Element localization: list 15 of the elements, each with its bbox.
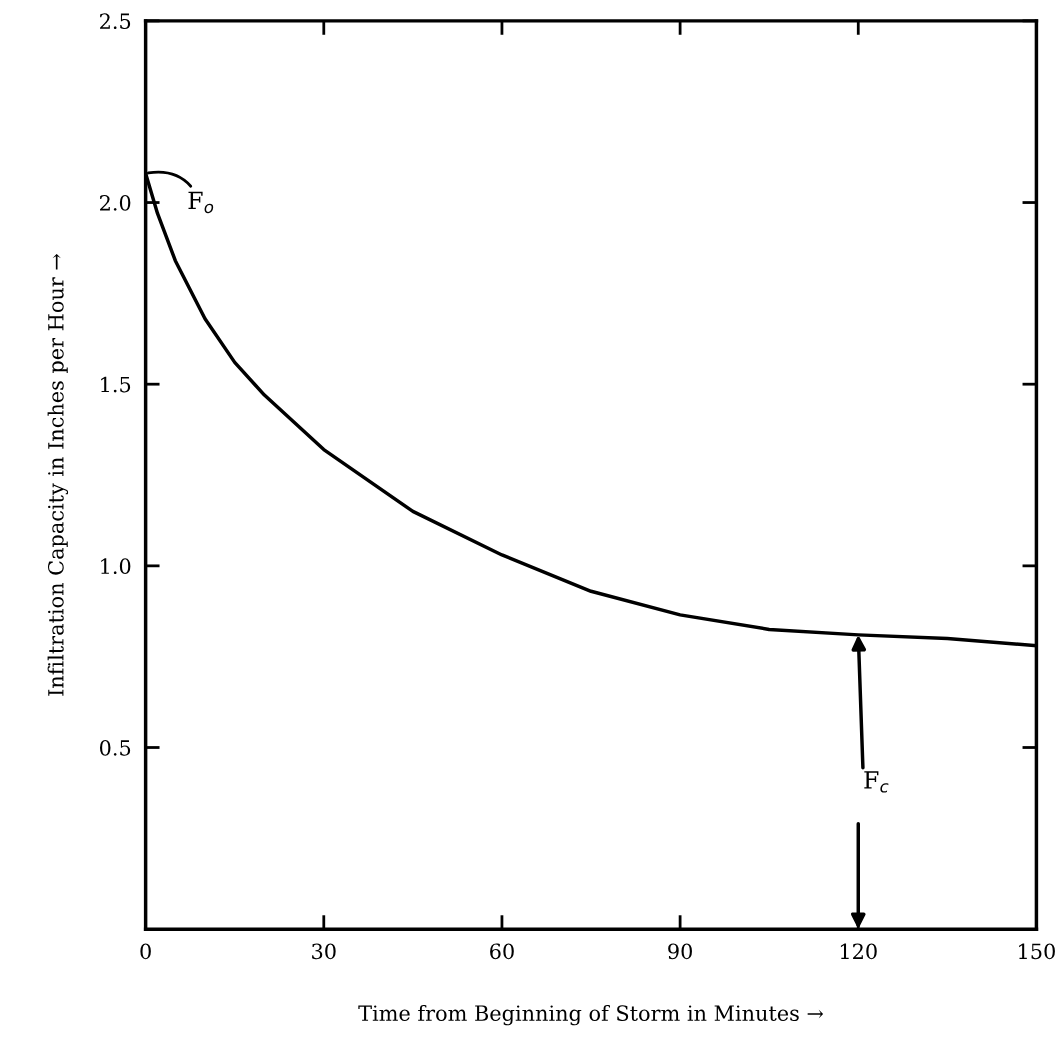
y-tick-label: 2.5 bbox=[100, 13, 131, 30]
y-tick-label: 2.0 bbox=[100, 194, 131, 211]
x-tick-label: 0 bbox=[140, 943, 151, 960]
x-axis-title: Time from Beginning of Storm in Minutes → bbox=[358, 1004, 824, 1026]
x-tick-label: 120 bbox=[840, 943, 877, 960]
annotation: F$_{c}$ bbox=[864, 771, 889, 793]
x-tick-label: 30 bbox=[312, 943, 336, 960]
annotation: F$_{o}$ bbox=[188, 191, 214, 214]
y-axis-title: Infiltration Capacity in Inches per Hour → bbox=[47, 253, 69, 696]
y-tick-label: 0.5 bbox=[99, 739, 131, 756]
y-tick-label: 1.0 bbox=[101, 558, 131, 575]
y-tick-label: 1.5 bbox=[101, 376, 131, 393]
x-tick-label: 60 bbox=[490, 943, 514, 960]
x-tick-label: 90 bbox=[668, 943, 692, 960]
x-tick-label: 150 bbox=[1019, 943, 1055, 960]
